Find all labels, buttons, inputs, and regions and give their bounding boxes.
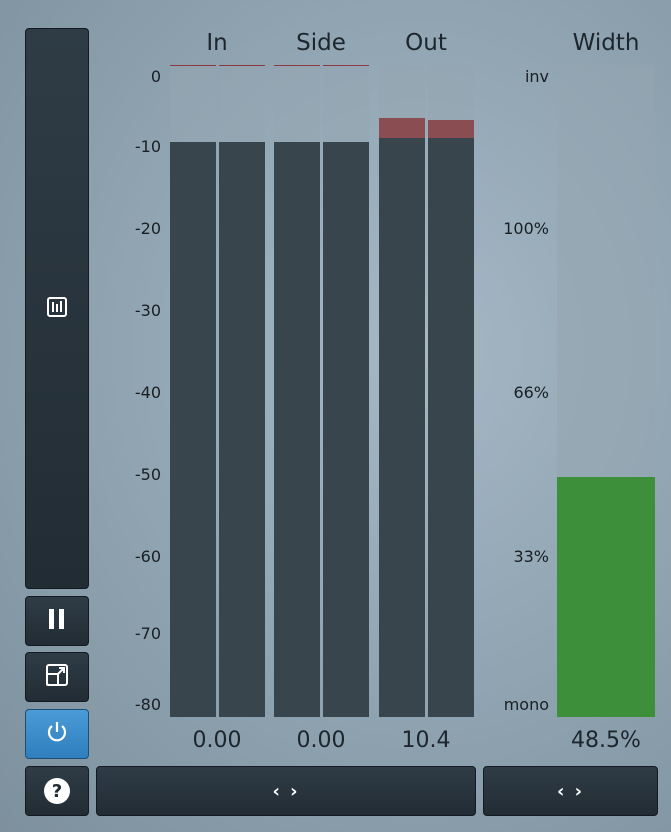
- resize-icon: [45, 663, 69, 691]
- width-value: 48.5%: [571, 728, 641, 753]
- width-fill: [557, 476, 655, 717]
- side-header: Side: [296, 30, 346, 56]
- width-tick: inv: [524, 67, 549, 86]
- help-label: ?: [51, 780, 63, 802]
- width-tick: 33%: [513, 547, 549, 566]
- in-value: 0.00: [192, 728, 242, 753]
- main-panel-arrows-button[interactable]: ‹ ›: [96, 766, 476, 816]
- db-tick: -10: [134, 137, 161, 156]
- bars-icon: [47, 296, 67, 321]
- width-tick: 66%: [513, 383, 549, 402]
- width-panel-arrows-button[interactable]: ‹ ›: [483, 766, 658, 816]
- resize-button[interactable]: [25, 652, 89, 702]
- side-meter-left: [274, 65, 320, 717]
- db-tick: -30: [134, 301, 161, 320]
- power-icon: [45, 720, 69, 748]
- panel-toggle-button[interactable]: [25, 28, 89, 589]
- width-meter: [557, 65, 655, 717]
- pause-button[interactable]: [25, 596, 89, 646]
- help-button[interactable]: ?: [25, 766, 89, 816]
- power-button[interactable]: [25, 709, 89, 759]
- db-tick: -40: [134, 383, 161, 402]
- db-tick: -80: [134, 695, 161, 714]
- peak-hold: [428, 120, 474, 139]
- meter-fill: [274, 142, 320, 717]
- out-header: Out: [405, 30, 447, 56]
- peak-line: [274, 65, 320, 66]
- meter-fill: [323, 142, 369, 717]
- side-value: 0.00: [296, 728, 346, 753]
- left-right-arrows-icon: ‹ ›: [272, 780, 300, 802]
- pause-icon: [47, 608, 67, 634]
- left-right-arrows-icon: ‹ ›: [556, 780, 585, 802]
- peak-line: [323, 65, 369, 66]
- in-header: In: [206, 30, 228, 56]
- meter-fill: [219, 142, 265, 717]
- width-header: Width: [572, 30, 640, 56]
- db-tick: -70: [134, 624, 161, 643]
- out-value: 10.4: [401, 728, 451, 753]
- help-icon: ?: [44, 778, 70, 804]
- db-tick: -50: [134, 465, 161, 484]
- db-tick: -60: [134, 547, 161, 566]
- peak-line: [170, 65, 216, 66]
- out-meter-left: [379, 65, 425, 717]
- peak-line: [219, 65, 265, 66]
- in-meter-right: [219, 65, 265, 717]
- db-tick: -20: [134, 219, 161, 238]
- out-meter-right: [428, 65, 474, 717]
- side-meter-right: [323, 65, 369, 717]
- peak-hold: [379, 117, 425, 139]
- meter-fill: [428, 138, 474, 717]
- db-tick: 0: [150, 67, 161, 86]
- meter-fill: [379, 138, 425, 717]
- in-meter-left: [170, 65, 216, 717]
- width-tick: mono: [503, 695, 549, 714]
- meter-fill: [170, 142, 216, 717]
- width-tick: 100%: [503, 219, 549, 238]
